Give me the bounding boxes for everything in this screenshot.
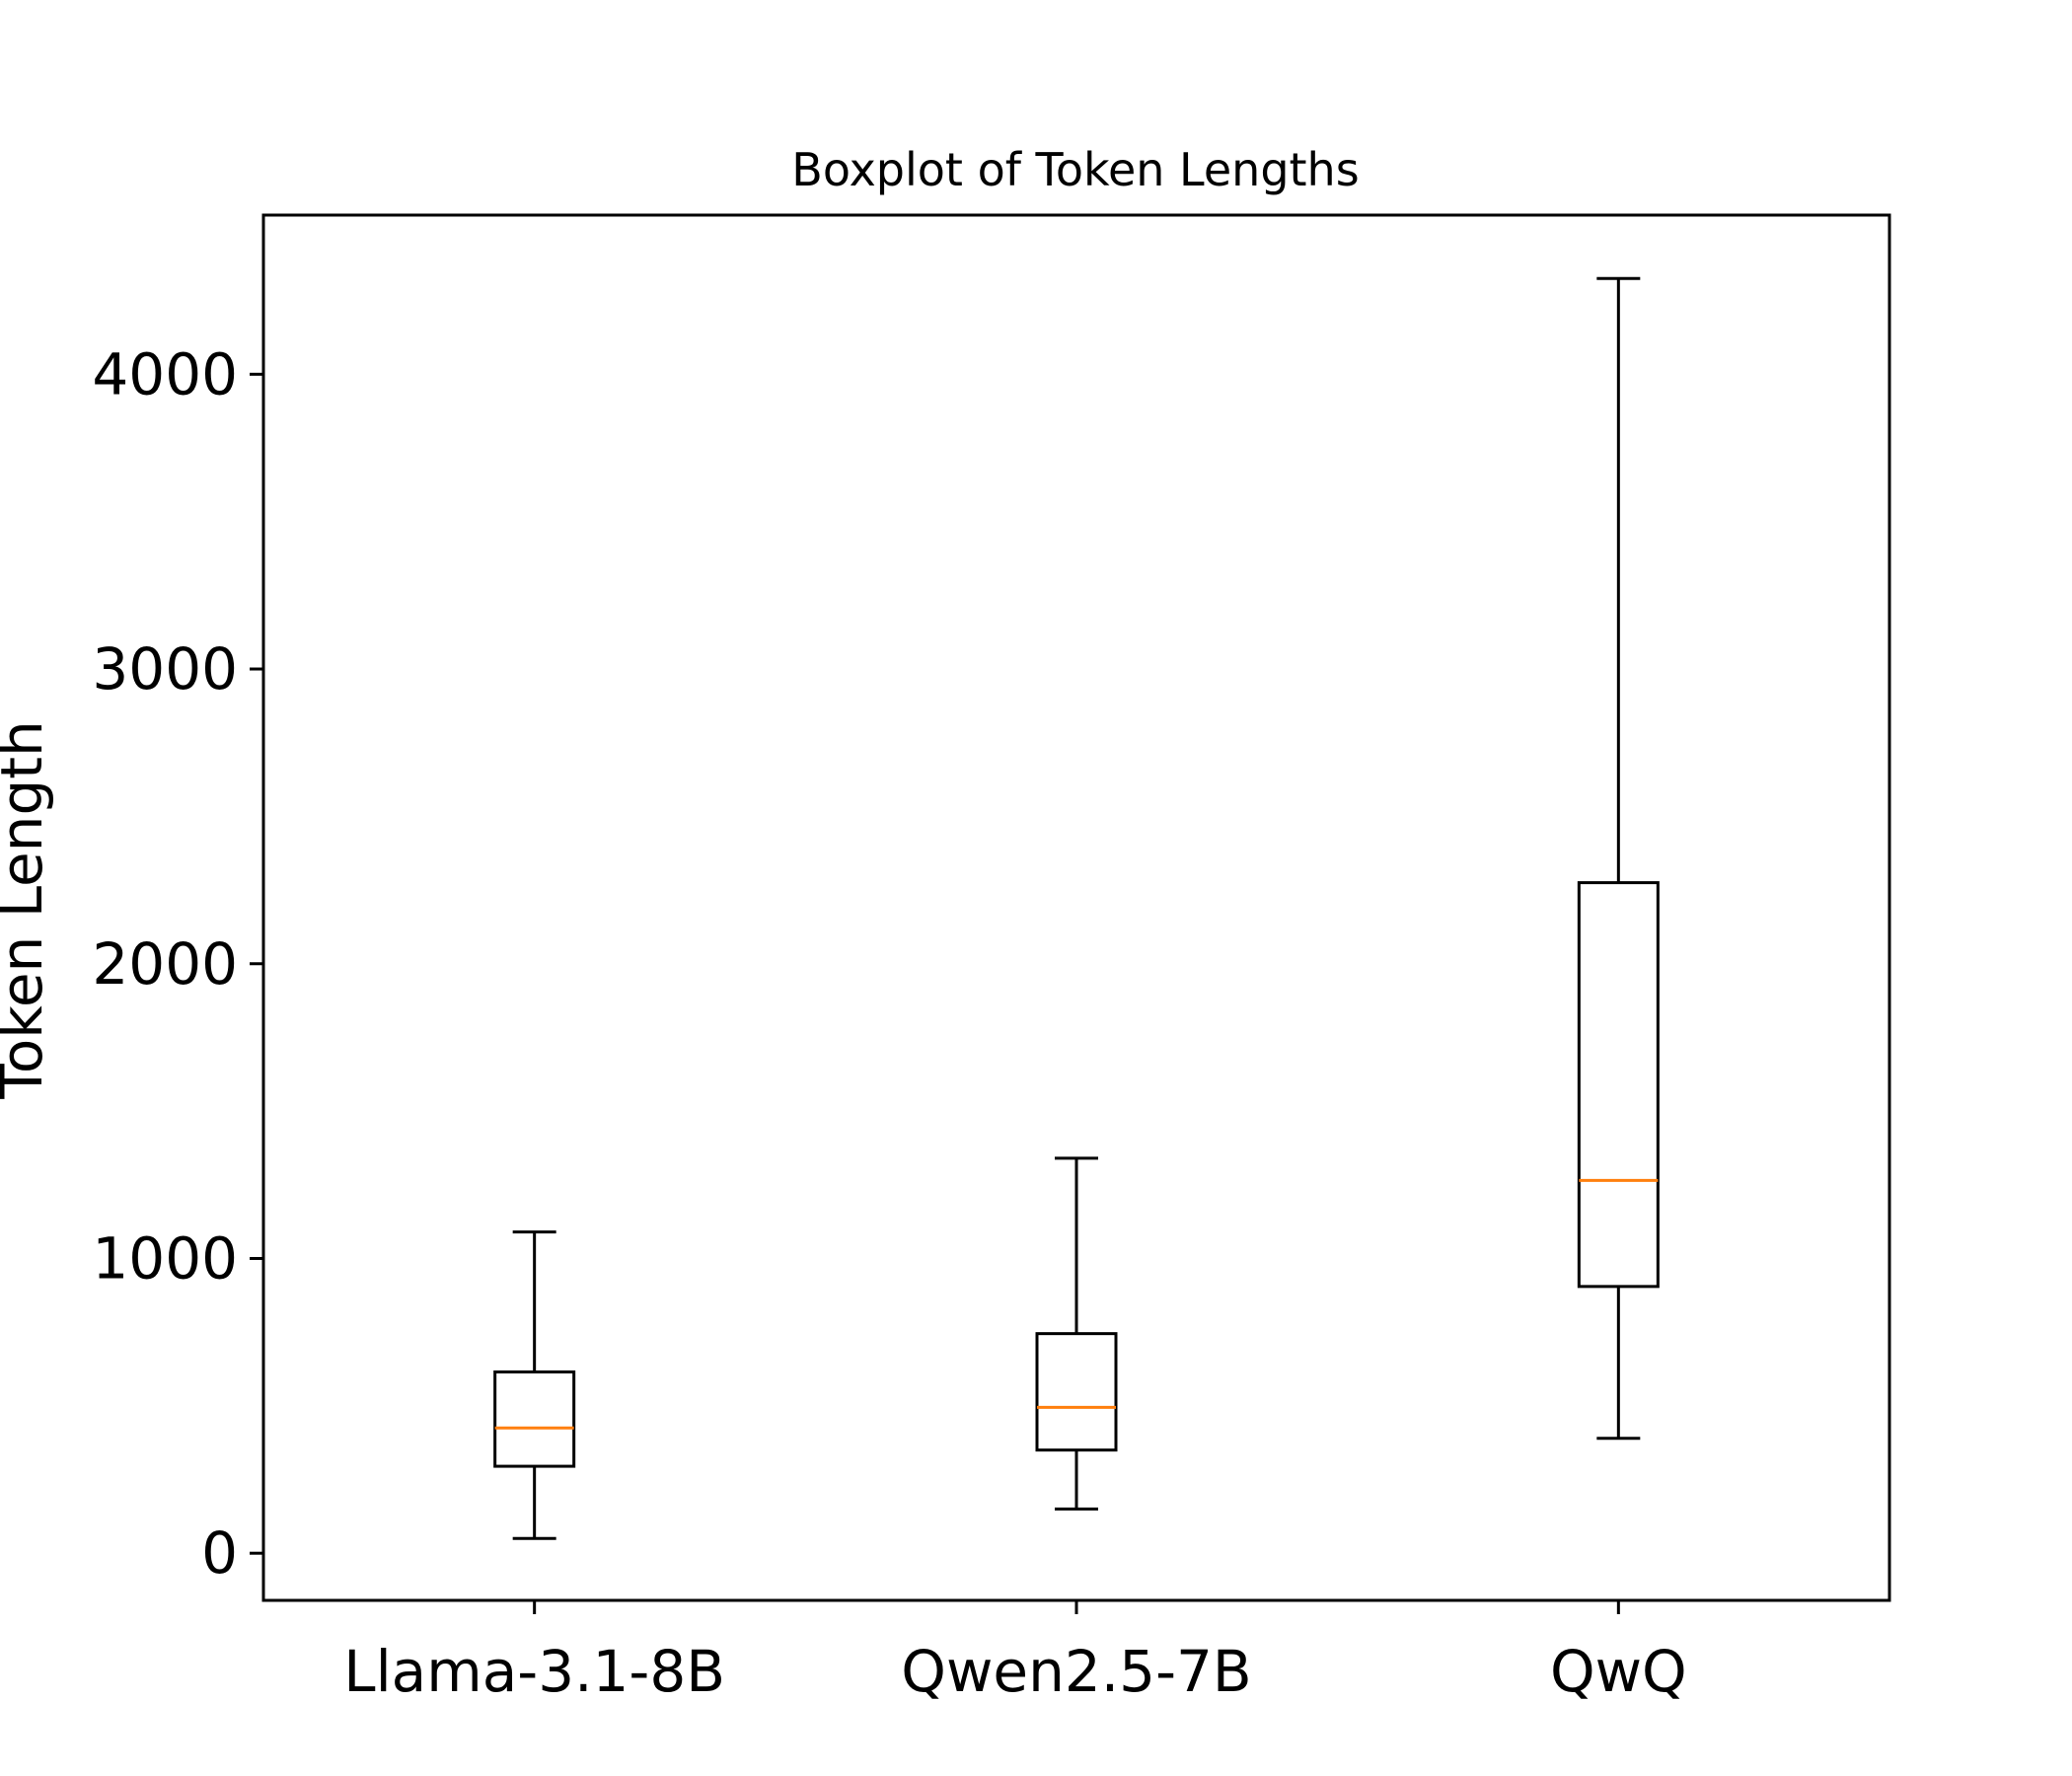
iqr-box [1035, 1332, 1118, 1452]
y-tick-label: 0 [201, 1519, 238, 1587]
iqr-box [493, 1369, 576, 1468]
plot-frame [261, 213, 1891, 1602]
box-group [493, 1230, 576, 1540]
axis-ticks: 0 1000 2000 3000 4000 Llama-3.1-8B Qwen2.5-7B Q… [92, 340, 1686, 1705]
y-tick-label: 2000 [92, 930, 238, 998]
box-group [1577, 276, 1660, 1441]
x-tick-label: QwQ [1550, 1638, 1687, 1705]
y-tick-label: 1000 [92, 1224, 238, 1292]
x-tick-label: Llama-3.1-8B [343, 1638, 725, 1705]
boxes-layer [493, 276, 1660, 1540]
box-group [1035, 1156, 1118, 1511]
y-tick-label: 4000 [92, 340, 238, 407]
y-axis-label: Token Length [0, 720, 55, 1100]
y-tick-label: 3000 [92, 635, 238, 703]
iqr-box [1577, 881, 1660, 1289]
chart-title: Boxplot of Token Lengths [791, 143, 1359, 196]
x-tick-label: Qwen2.5-7B [901, 1638, 1251, 1705]
